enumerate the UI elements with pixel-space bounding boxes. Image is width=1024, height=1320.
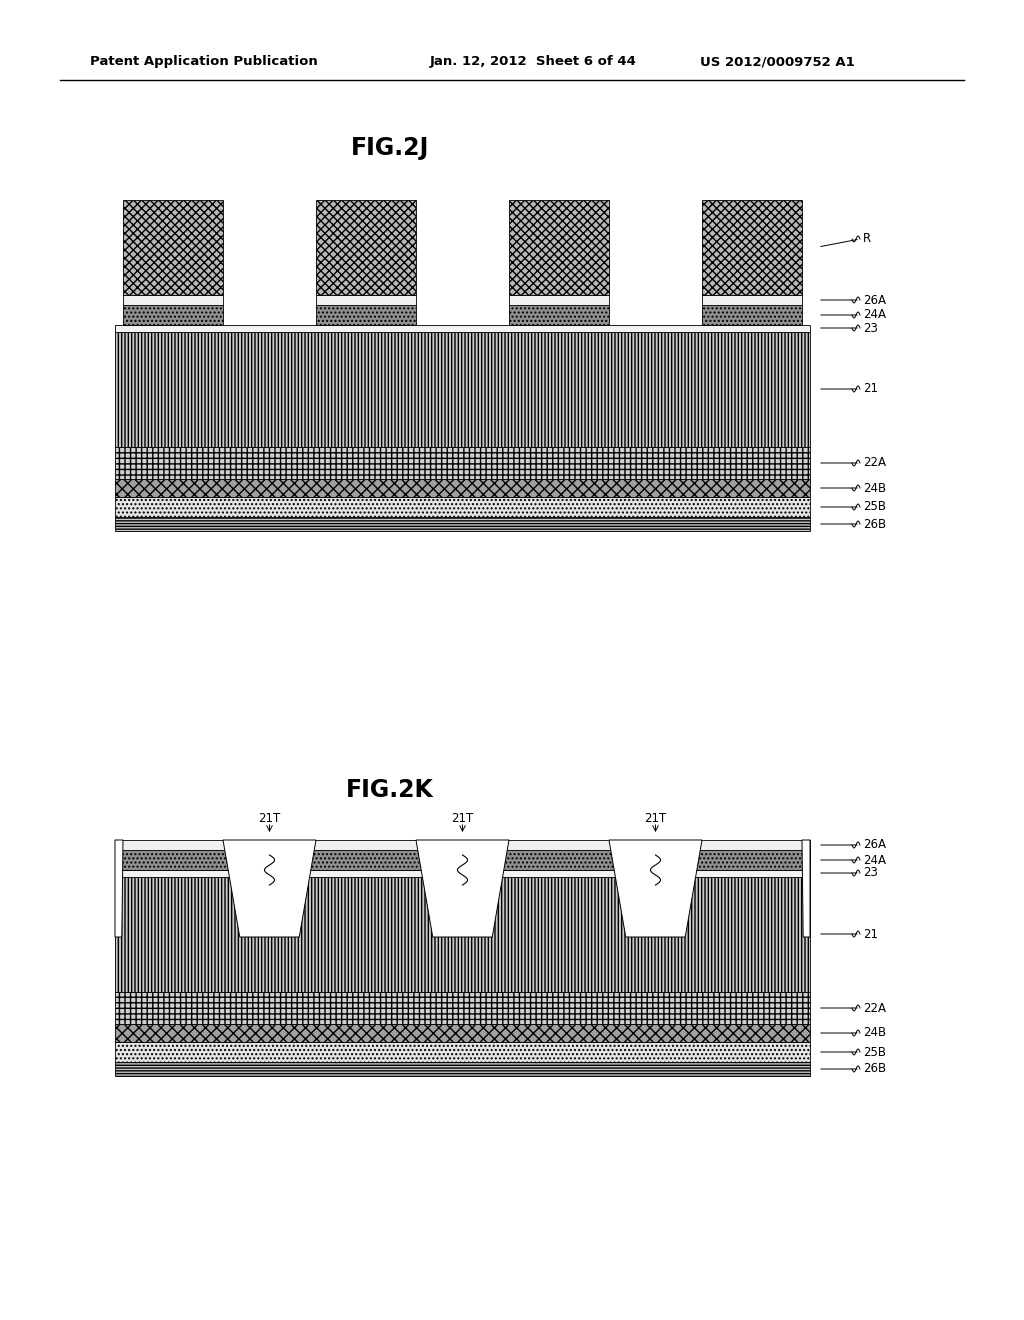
Bar <box>509 305 609 325</box>
Bar <box>509 201 609 294</box>
Bar <box>115 870 810 876</box>
Text: 26B: 26B <box>863 1063 886 1076</box>
Bar <box>115 325 810 333</box>
Text: 21: 21 <box>863 383 878 396</box>
Text: 24B: 24B <box>863 1027 886 1040</box>
Text: 23: 23 <box>863 866 878 879</box>
Bar <box>115 1041 810 1063</box>
Bar <box>115 850 810 870</box>
Text: 25B: 25B <box>863 500 886 513</box>
Text: US 2012/0009752 A1: US 2012/0009752 A1 <box>700 55 855 69</box>
Bar <box>115 333 810 447</box>
Bar <box>702 294 802 305</box>
Bar <box>115 479 810 498</box>
Bar <box>115 876 810 993</box>
Text: 24A: 24A <box>863 309 886 322</box>
Text: 22A: 22A <box>863 1002 886 1015</box>
Text: 21T: 21T <box>258 812 281 825</box>
Text: 24B: 24B <box>863 482 886 495</box>
Bar <box>123 294 223 305</box>
Bar <box>115 447 810 479</box>
Bar <box>316 305 416 325</box>
Bar <box>115 840 810 850</box>
Bar <box>702 305 802 325</box>
Bar <box>123 201 223 294</box>
Text: 21T: 21T <box>452 812 474 825</box>
Text: 21: 21 <box>863 928 878 940</box>
Bar <box>702 201 802 294</box>
Text: 26A: 26A <box>863 293 886 306</box>
Polygon shape <box>223 840 316 937</box>
Text: Patent Application Publication: Patent Application Publication <box>90 55 317 69</box>
Bar <box>123 305 223 325</box>
Polygon shape <box>416 840 509 937</box>
Text: FIG.2K: FIG.2K <box>346 777 434 803</box>
Text: 26A: 26A <box>863 838 886 851</box>
Bar <box>115 498 810 517</box>
Text: 24A: 24A <box>863 854 886 866</box>
Bar <box>115 1063 810 1076</box>
Polygon shape <box>802 840 810 937</box>
Text: R: R <box>863 232 871 246</box>
Text: FIG.2J: FIG.2J <box>351 136 429 160</box>
Polygon shape <box>115 840 123 937</box>
Text: 22A: 22A <box>863 457 886 470</box>
Bar <box>115 517 810 531</box>
Text: 21T: 21T <box>644 812 667 825</box>
Bar <box>509 294 609 305</box>
Text: 25B: 25B <box>863 1045 886 1059</box>
Text: 23: 23 <box>863 322 878 334</box>
Bar <box>316 201 416 294</box>
Bar <box>316 294 416 305</box>
Bar <box>115 1024 810 1041</box>
Text: 26B: 26B <box>863 517 886 531</box>
Bar <box>115 993 810 1024</box>
Polygon shape <box>609 840 702 937</box>
Text: Jan. 12, 2012  Sheet 6 of 44: Jan. 12, 2012 Sheet 6 of 44 <box>430 55 637 69</box>
